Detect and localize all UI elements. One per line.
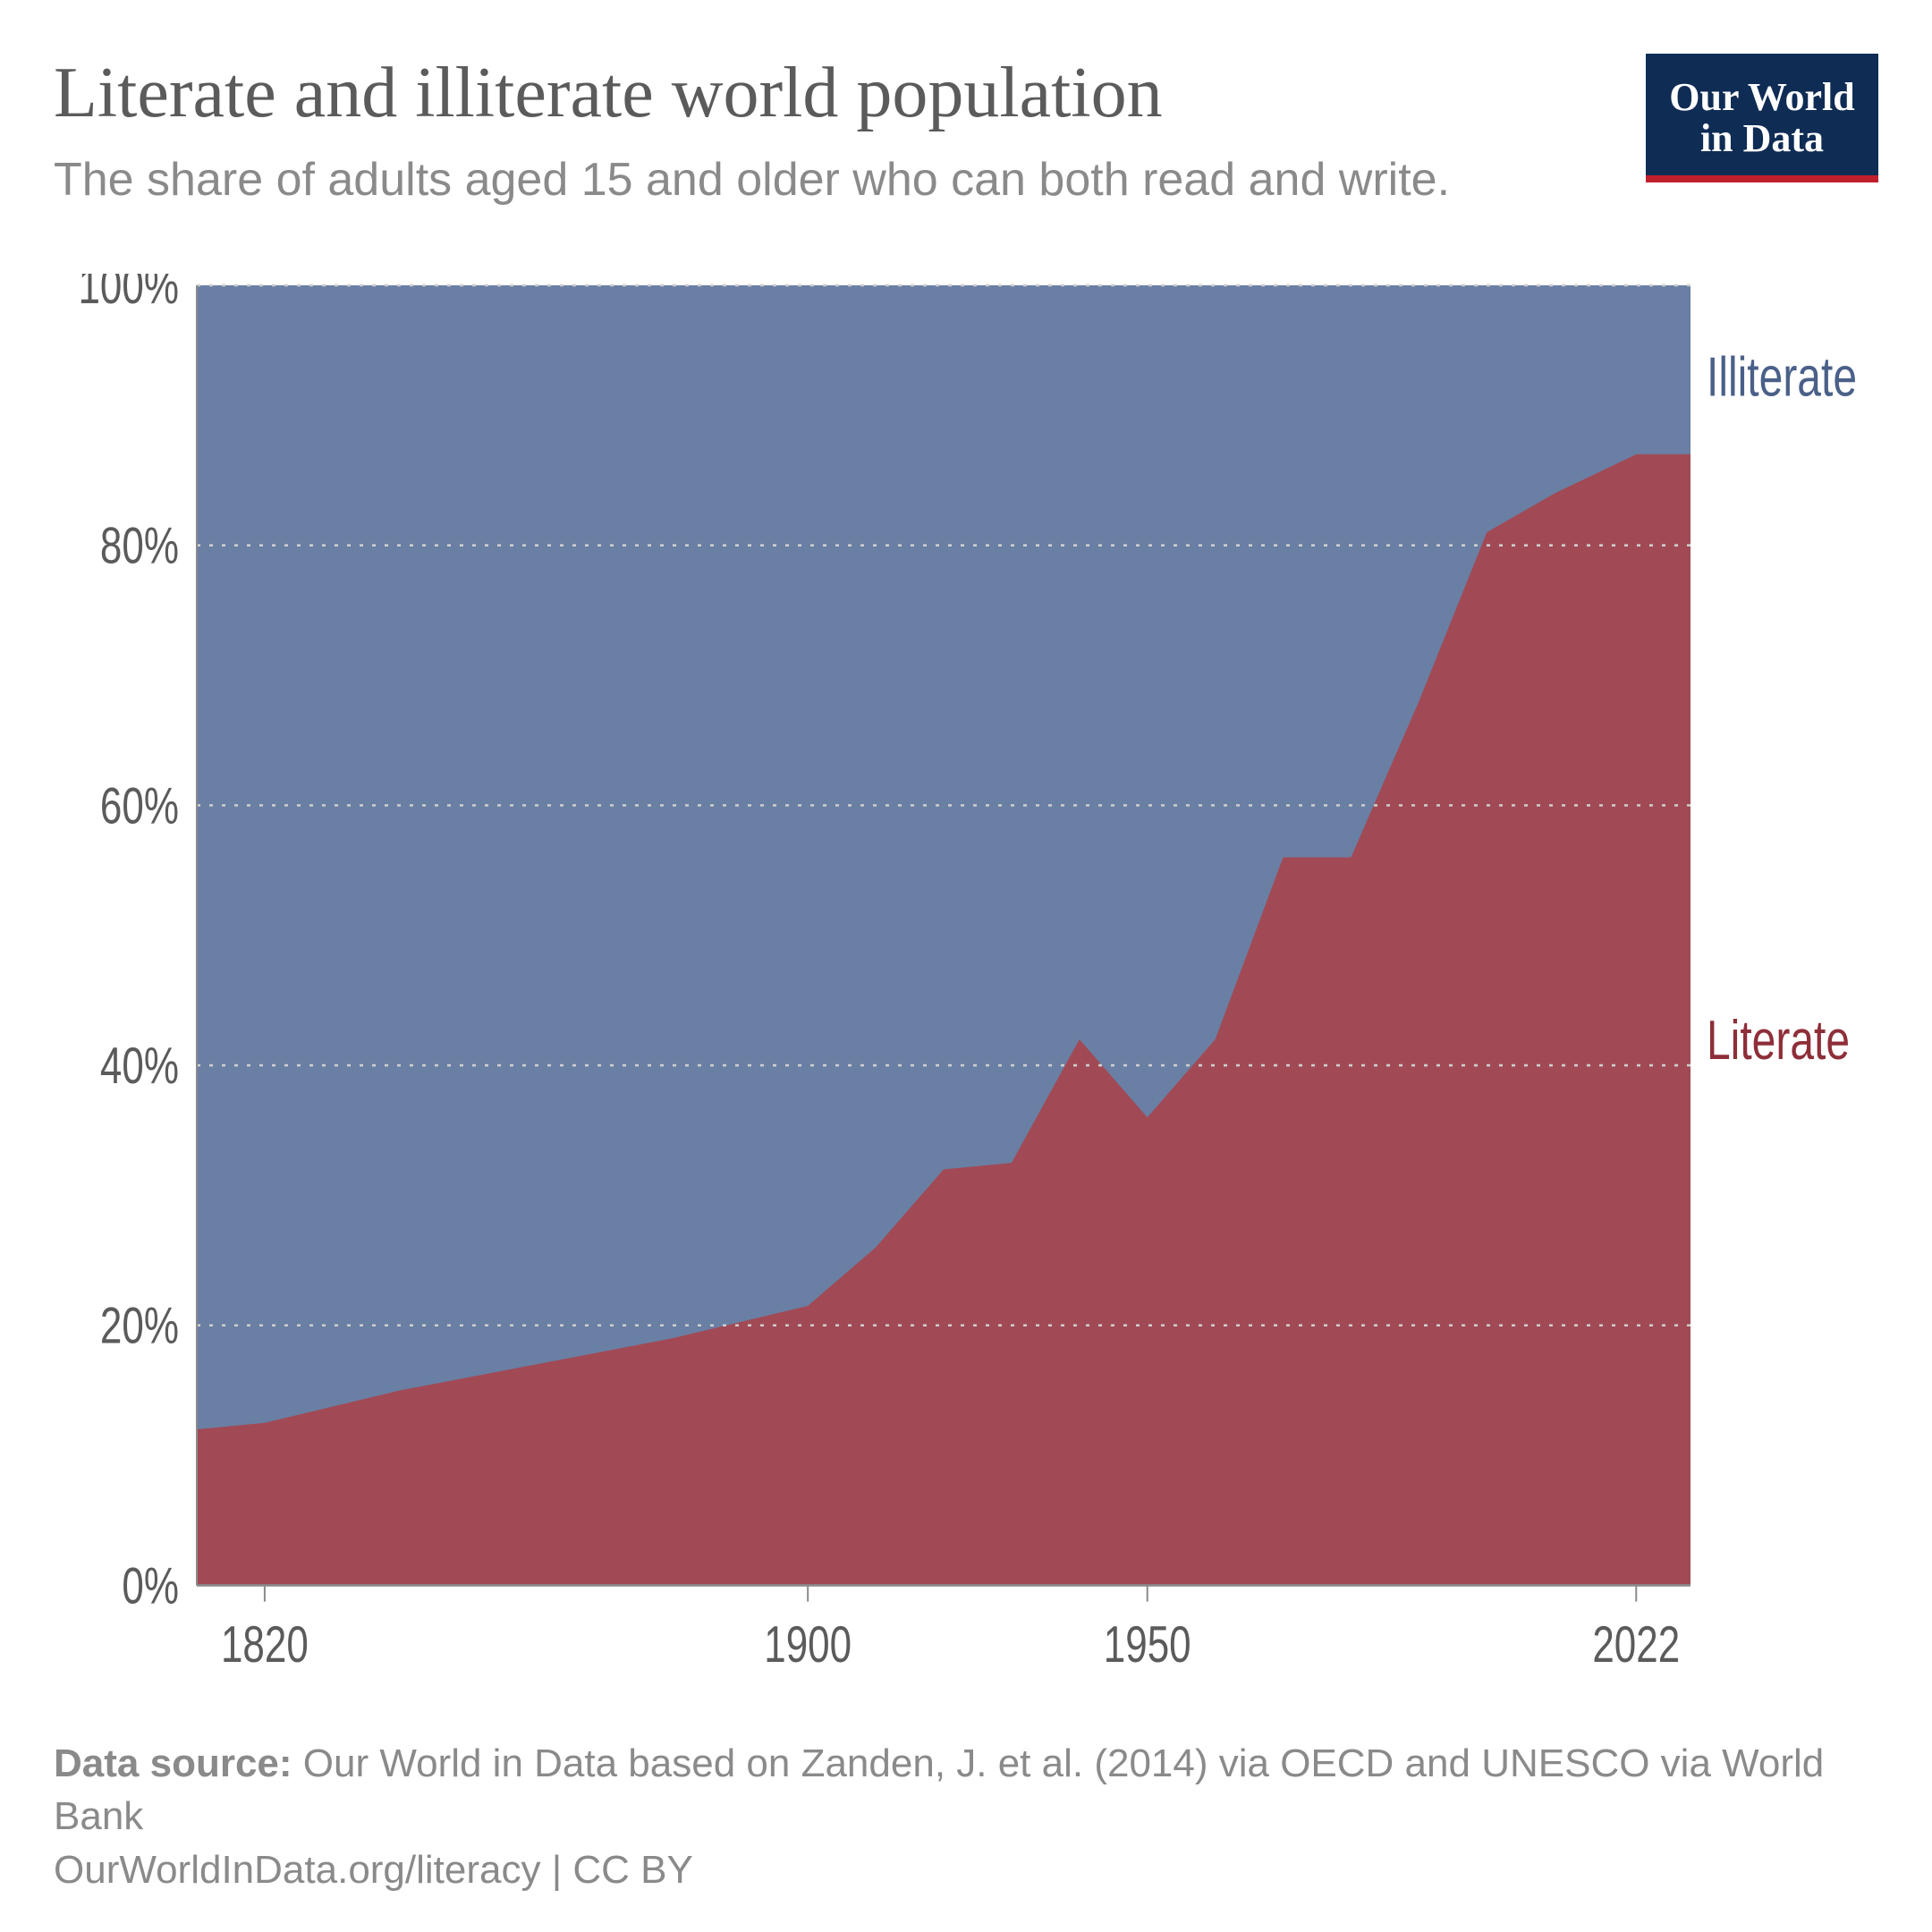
chart-area: 0% 20% 40% 60% 80% 100% 1820 1900 1950 2022 Litera… [54, 274, 1878, 1701]
chart-subtitle: The share of adults aged 15 and older wh… [54, 150, 1610, 211]
data-source-line: Data source: Our World in Data based on … [54, 1737, 1878, 1843]
series-label-illiterate: Illiterate [1707, 345, 1857, 407]
y-tick-label: 20% [100, 1297, 179, 1354]
x-tick-label: 1950 [1104, 1615, 1191, 1673]
footer: Data source: Our World in Data based on … [54, 1737, 1878, 1896]
data-source-label: Data source: [54, 1741, 292, 1785]
owid-logo: Our World in Data [1646, 54, 1878, 182]
x-tick-label: 2022 [1592, 1615, 1680, 1673]
data-source-text: Our World in Data based on Zanden, J. et… [54, 1741, 1824, 1838]
title-block: Literate and illiterate world population… [54, 54, 1646, 211]
y-tick-label: 60% [100, 776, 179, 834]
series-label-literate: Literate [1707, 1008, 1850, 1070]
credit-line: OurWorldInData.org/literacy | CC BY [54, 1843, 1878, 1896]
logo-line2: in Data [1664, 118, 1860, 159]
chart-title: Literate and illiterate world population [54, 54, 1610, 132]
x-tick-label: 1820 [221, 1615, 309, 1673]
y-tick-label: 0% [122, 1557, 179, 1614]
y-tick-label: 100% [78, 274, 179, 314]
y-tick-label: 80% [100, 517, 179, 574]
y-tick-label: 40% [100, 1037, 179, 1094]
logo-line1: Our World [1664, 77, 1860, 118]
header: Literate and illiterate world population… [54, 54, 1878, 211]
x-tick-label: 1900 [764, 1615, 852, 1673]
stacked-area-chart: 0% 20% 40% 60% 80% 100% 1820 1900 1950 2022 Litera… [54, 274, 1878, 1701]
